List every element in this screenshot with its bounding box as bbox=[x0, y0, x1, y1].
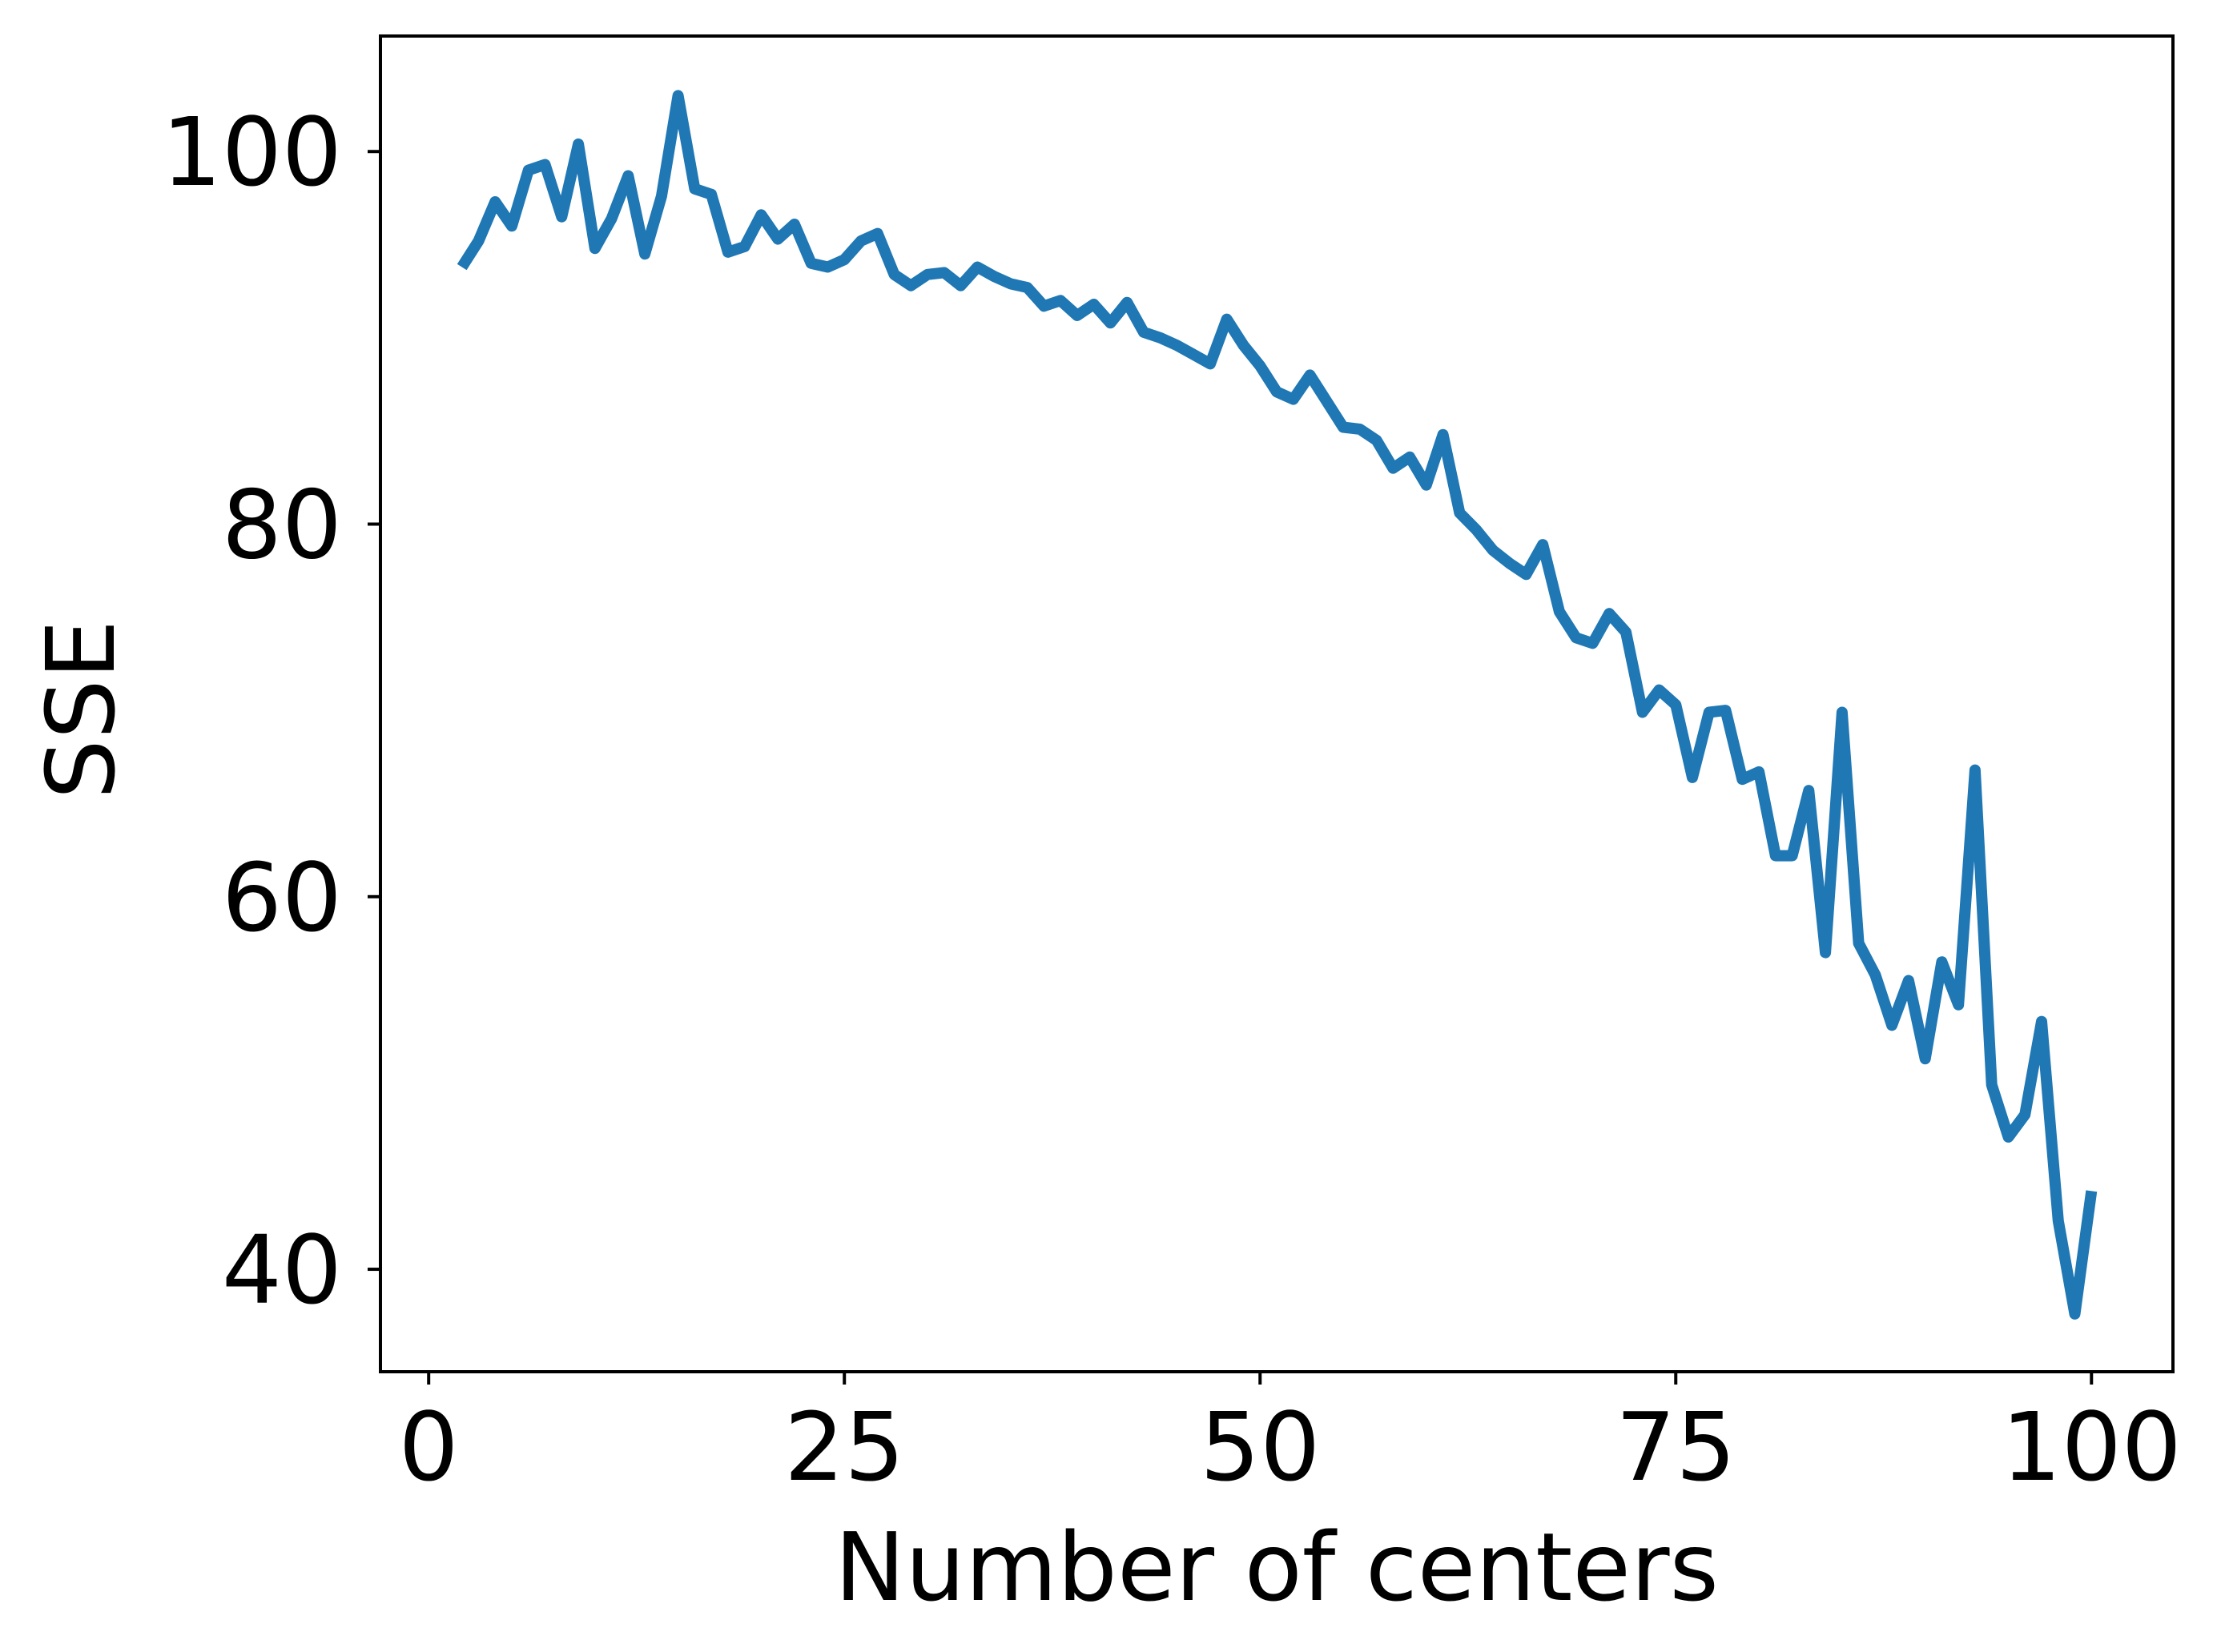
plot-area-frame bbox=[379, 34, 2175, 1373]
y-tick-label: 60 bbox=[222, 842, 342, 953]
y-tick-label: 100 bbox=[162, 97, 342, 207]
x-tick-label: 0 bbox=[399, 1392, 459, 1502]
x-axis-ticks: 0 25 50 75 100 bbox=[399, 1372, 2182, 1502]
y-tick-label: 80 bbox=[222, 470, 342, 581]
y-axis-label: SSE bbox=[26, 620, 136, 799]
x-tick-label: 75 bbox=[1615, 1392, 1736, 1502]
x-tick-label: 100 bbox=[2002, 1392, 2182, 1502]
y-axis-ticks: 40 60 80 100 bbox=[162, 97, 380, 1325]
x-tick-label: 25 bbox=[784, 1392, 904, 1502]
x-tick-label: 50 bbox=[1200, 1392, 1320, 1502]
y-tick-label: 40 bbox=[222, 1215, 342, 1325]
sse-series-line bbox=[457, 90, 2098, 1320]
x-axis-label: Number of centers bbox=[835, 1512, 1719, 1622]
